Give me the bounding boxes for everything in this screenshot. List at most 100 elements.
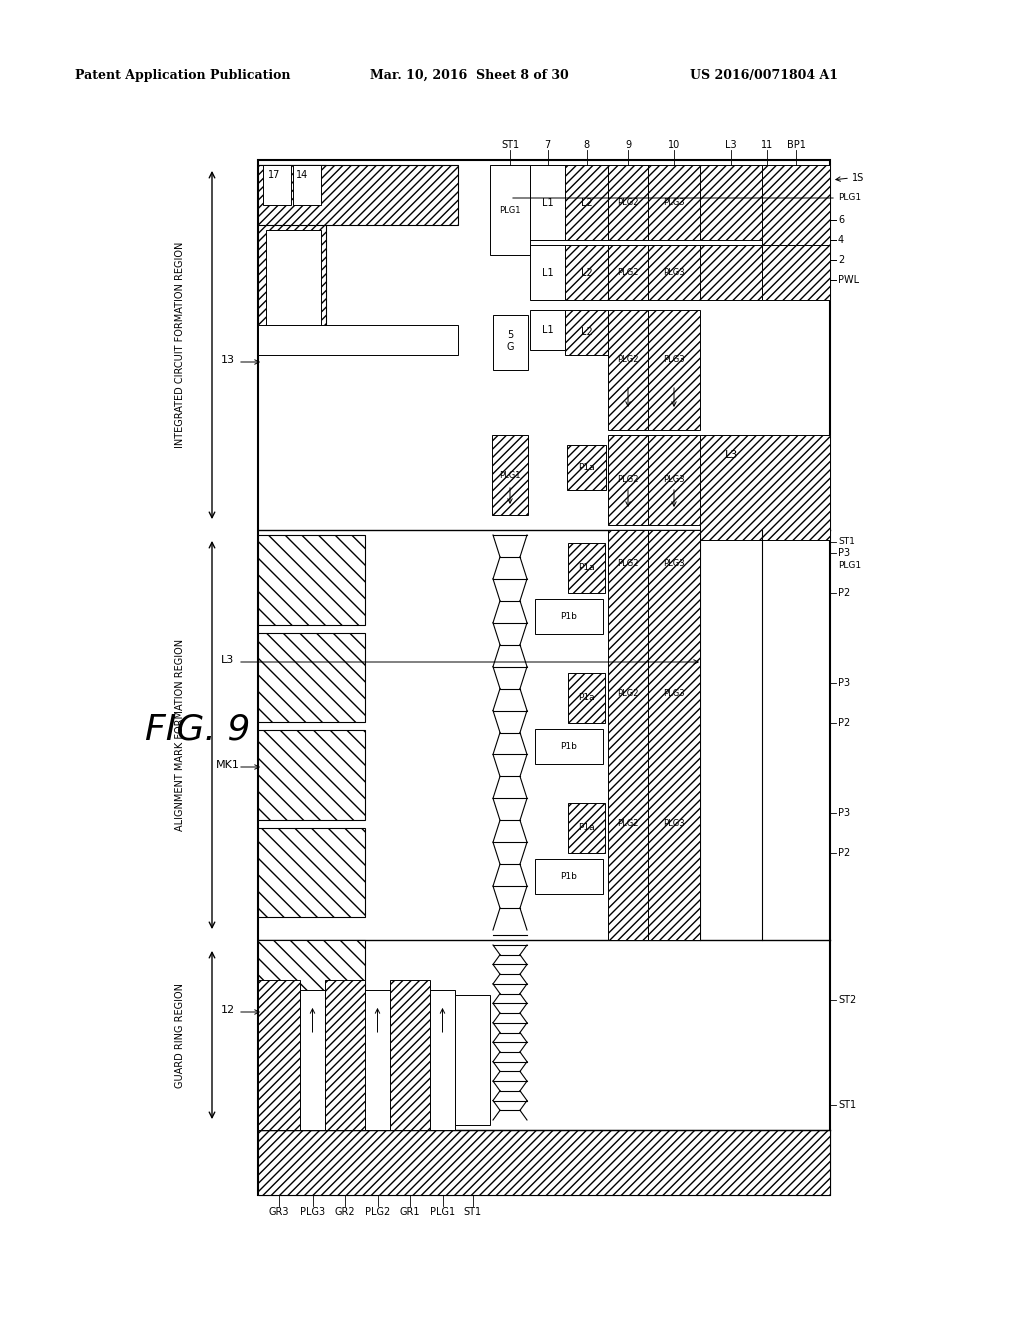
Text: INTEGRATED CIRCUIT FORMATION REGION: INTEGRATED CIRCUIT FORMATION REGION [175,242,185,449]
Text: PLG3: PLG3 [300,1206,325,1217]
Text: PLG3: PLG3 [664,689,685,697]
Text: G: G [507,342,514,352]
Text: P3: P3 [838,678,850,688]
Text: Patent Application Publication: Patent Application Publication [75,69,291,82]
Text: 4: 4 [838,235,844,246]
Bar [258,535,365,624]
Bar [700,165,762,240]
Bar [648,246,700,300]
Text: P1b: P1b [560,742,578,751]
Bar [565,246,608,300]
Text: PLG2: PLG2 [365,1206,390,1217]
Bar [700,436,830,540]
Bar [608,436,648,525]
Text: 7: 7 [545,140,551,150]
Text: 10: 10 [668,140,680,150]
Text: L2: L2 [581,268,592,277]
Text: 9: 9 [625,140,631,150]
Text: PLG2: PLG2 [617,818,639,828]
Text: L3: L3 [725,140,737,150]
Text: PLG3: PLG3 [664,818,685,828]
Text: P2: P2 [838,587,850,598]
Bar [608,531,648,940]
Bar [535,599,603,634]
Text: MK1: MK1 [216,760,240,770]
Text: ALIGNMENT MARK FORMATION REGION: ALIGNMENT MARK FORMATION REGION [175,639,185,832]
Bar [430,990,455,1130]
Bar [258,828,365,917]
Bar [608,246,648,300]
Text: P2: P2 [838,847,850,858]
Bar [293,165,321,205]
Bar [648,436,700,525]
Text: 11: 11 [761,140,773,150]
Text: 5: 5 [507,330,514,339]
Bar [490,165,530,255]
Bar [258,632,365,722]
Text: FIG. 9: FIG. 9 [145,713,251,747]
Bar [568,543,605,593]
Text: P3: P3 [838,808,850,818]
Text: 8: 8 [584,140,590,150]
Text: L1: L1 [542,325,553,335]
Bar [258,165,326,330]
Text: GR3: GR3 [268,1206,289,1217]
Text: PLG3: PLG3 [664,558,685,568]
Text: PLG1: PLG1 [838,194,861,202]
Bar [258,940,365,1130]
Text: PWL: PWL [838,275,859,285]
Bar [258,165,458,224]
Text: P1a: P1a [579,463,595,473]
Text: 12: 12 [221,1005,236,1015]
Bar [325,979,365,1130]
Bar [648,310,700,430]
Bar [493,315,528,370]
Bar [390,979,430,1130]
Text: PLG3: PLG3 [664,268,685,277]
Bar [535,729,603,764]
Bar [455,995,490,1125]
Text: ST1: ST1 [464,1206,481,1217]
Text: PLG2: PLG2 [617,689,639,697]
Text: P3: P3 [838,548,850,558]
Text: PLG1: PLG1 [500,470,521,479]
Bar [258,160,830,1195]
Text: P1b: P1b [560,873,578,880]
Text: ST1: ST1 [501,140,519,150]
Bar [567,445,606,490]
Bar [762,246,830,300]
Bar [762,165,830,280]
Bar [568,673,605,723]
Bar [263,165,291,205]
Bar [258,1130,830,1195]
Bar [608,310,648,430]
Text: P1a: P1a [579,693,595,702]
Text: 14: 14 [296,170,308,180]
Bar [568,803,605,853]
Bar [700,246,762,300]
Text: PLG3: PLG3 [664,355,685,364]
Text: PLG3: PLG3 [664,475,685,484]
Bar [365,990,390,1130]
Text: PLG2: PLG2 [617,355,639,364]
Bar [492,436,528,515]
Text: PLG1: PLG1 [430,1206,455,1217]
Bar [565,310,608,355]
Text: GUARD RING REGION: GUARD RING REGION [175,982,185,1088]
Text: PLG3: PLG3 [664,198,685,207]
Text: GR2: GR2 [335,1206,355,1217]
Bar [530,165,565,240]
Text: P2: P2 [838,718,850,729]
Bar [258,979,300,1130]
Text: PLG2: PLG2 [617,268,639,277]
Text: P1a: P1a [579,564,595,573]
Text: L2: L2 [581,327,592,337]
Bar [535,859,603,894]
Text: 6: 6 [838,215,844,224]
Text: 13: 13 [221,355,234,366]
Text: GR1: GR1 [399,1206,420,1217]
Text: L3: L3 [221,655,234,665]
Text: L1: L1 [542,198,553,207]
Text: 17: 17 [268,170,281,180]
Bar [300,990,325,1130]
